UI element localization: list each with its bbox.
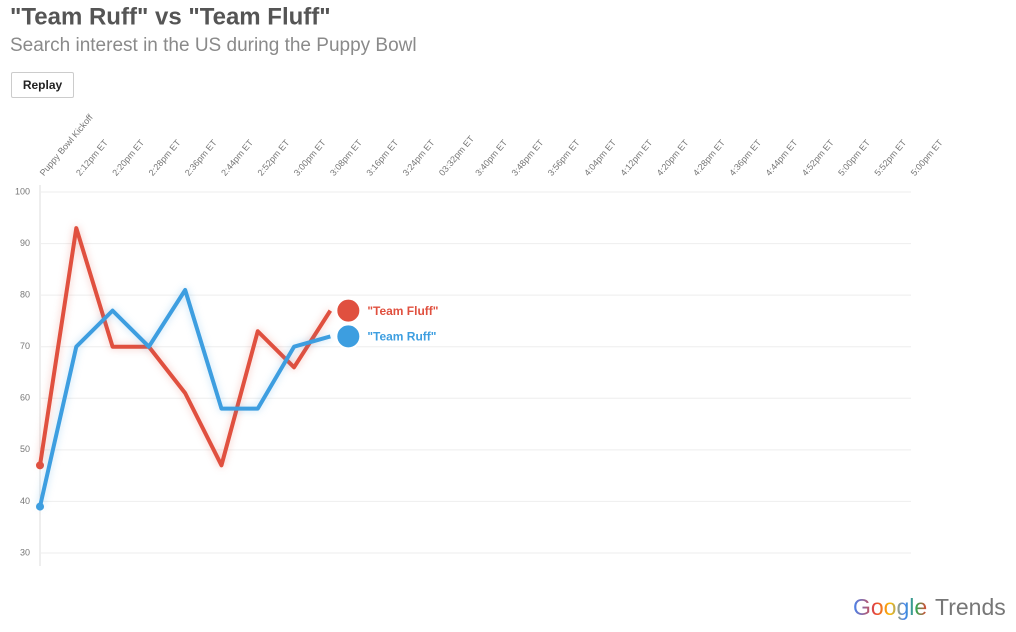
y-tick-label: 30 <box>20 547 30 557</box>
y-tick-label: 60 <box>20 393 30 403</box>
x-tick-label: 2:36pm ET <box>183 137 219 178</box>
x-tick-label: 3:40pm ET <box>473 137 509 178</box>
chart-subtitle: Search interest in the US during the Pup… <box>10 35 417 56</box>
y-tick-label: 100 <box>15 186 30 196</box>
x-tick-label: 4:12pm ET <box>618 137 654 178</box>
x-tick-label: 5:52pm ET <box>872 137 908 178</box>
x-tick-label: 5:00pm ET <box>836 137 872 178</box>
end-dot <box>335 323 362 350</box>
x-tick-label: 3:08pm ET <box>328 137 364 178</box>
x-tick-label: 4:44pm ET <box>764 137 800 178</box>
series-line <box>38 287 331 508</box>
x-tick-label: 03:32pm ET <box>437 133 476 177</box>
series-label: "Team Ruff" <box>367 330 436 344</box>
x-tick-label: 3:24pm ET <box>401 137 437 178</box>
x-tick-label: 2:12pm ET <box>74 137 110 178</box>
x-tick-label: 4:04pm ET <box>582 137 618 178</box>
x-tick-label: 4:28pm ET <box>691 137 727 178</box>
x-tick-label: 2:52pm ET <box>255 137 291 178</box>
logo-brand: Google <box>853 594 927 620</box>
y-tick-label: 70 <box>20 341 30 351</box>
x-tick-label: 4:20pm ET <box>655 137 691 178</box>
end-dot <box>335 297 362 324</box>
x-tick-label: 4:52pm ET <box>800 137 836 178</box>
x-tick-label: 3:56pm ET <box>546 137 582 178</box>
y-tick-label: 90 <box>20 238 30 248</box>
series-label: "Team Fluff" <box>367 304 438 318</box>
logo-product: Trends <box>935 594 1006 620</box>
x-tick-label: 5:00pm ET <box>909 137 945 178</box>
y-tick-label: 40 <box>20 496 30 506</box>
x-tick-label: 4:36pm ET <box>727 137 763 178</box>
replay-button[interactable]: Replay <box>11 72 74 98</box>
x-tick-label: 3:48pm ET <box>509 137 545 178</box>
x-tick-label: 2:20pm ET <box>110 137 146 178</box>
y-tick-label: 50 <box>20 444 30 454</box>
x-tick-label: 3:16pm ET <box>364 137 400 178</box>
chart-title: "Team Ruff" vs "Team Fluff" <box>10 3 331 30</box>
series-line <box>38 226 333 468</box>
x-tick-label: 2:44pm ET <box>219 137 255 178</box>
x-tick-label: 3:00pm ET <box>292 137 328 178</box>
x-tick-label: 2:28pm ET <box>147 137 183 178</box>
start-dot <box>36 502 44 511</box>
y-tick-label: 80 <box>20 290 30 300</box>
start-dot <box>36 461 44 470</box>
